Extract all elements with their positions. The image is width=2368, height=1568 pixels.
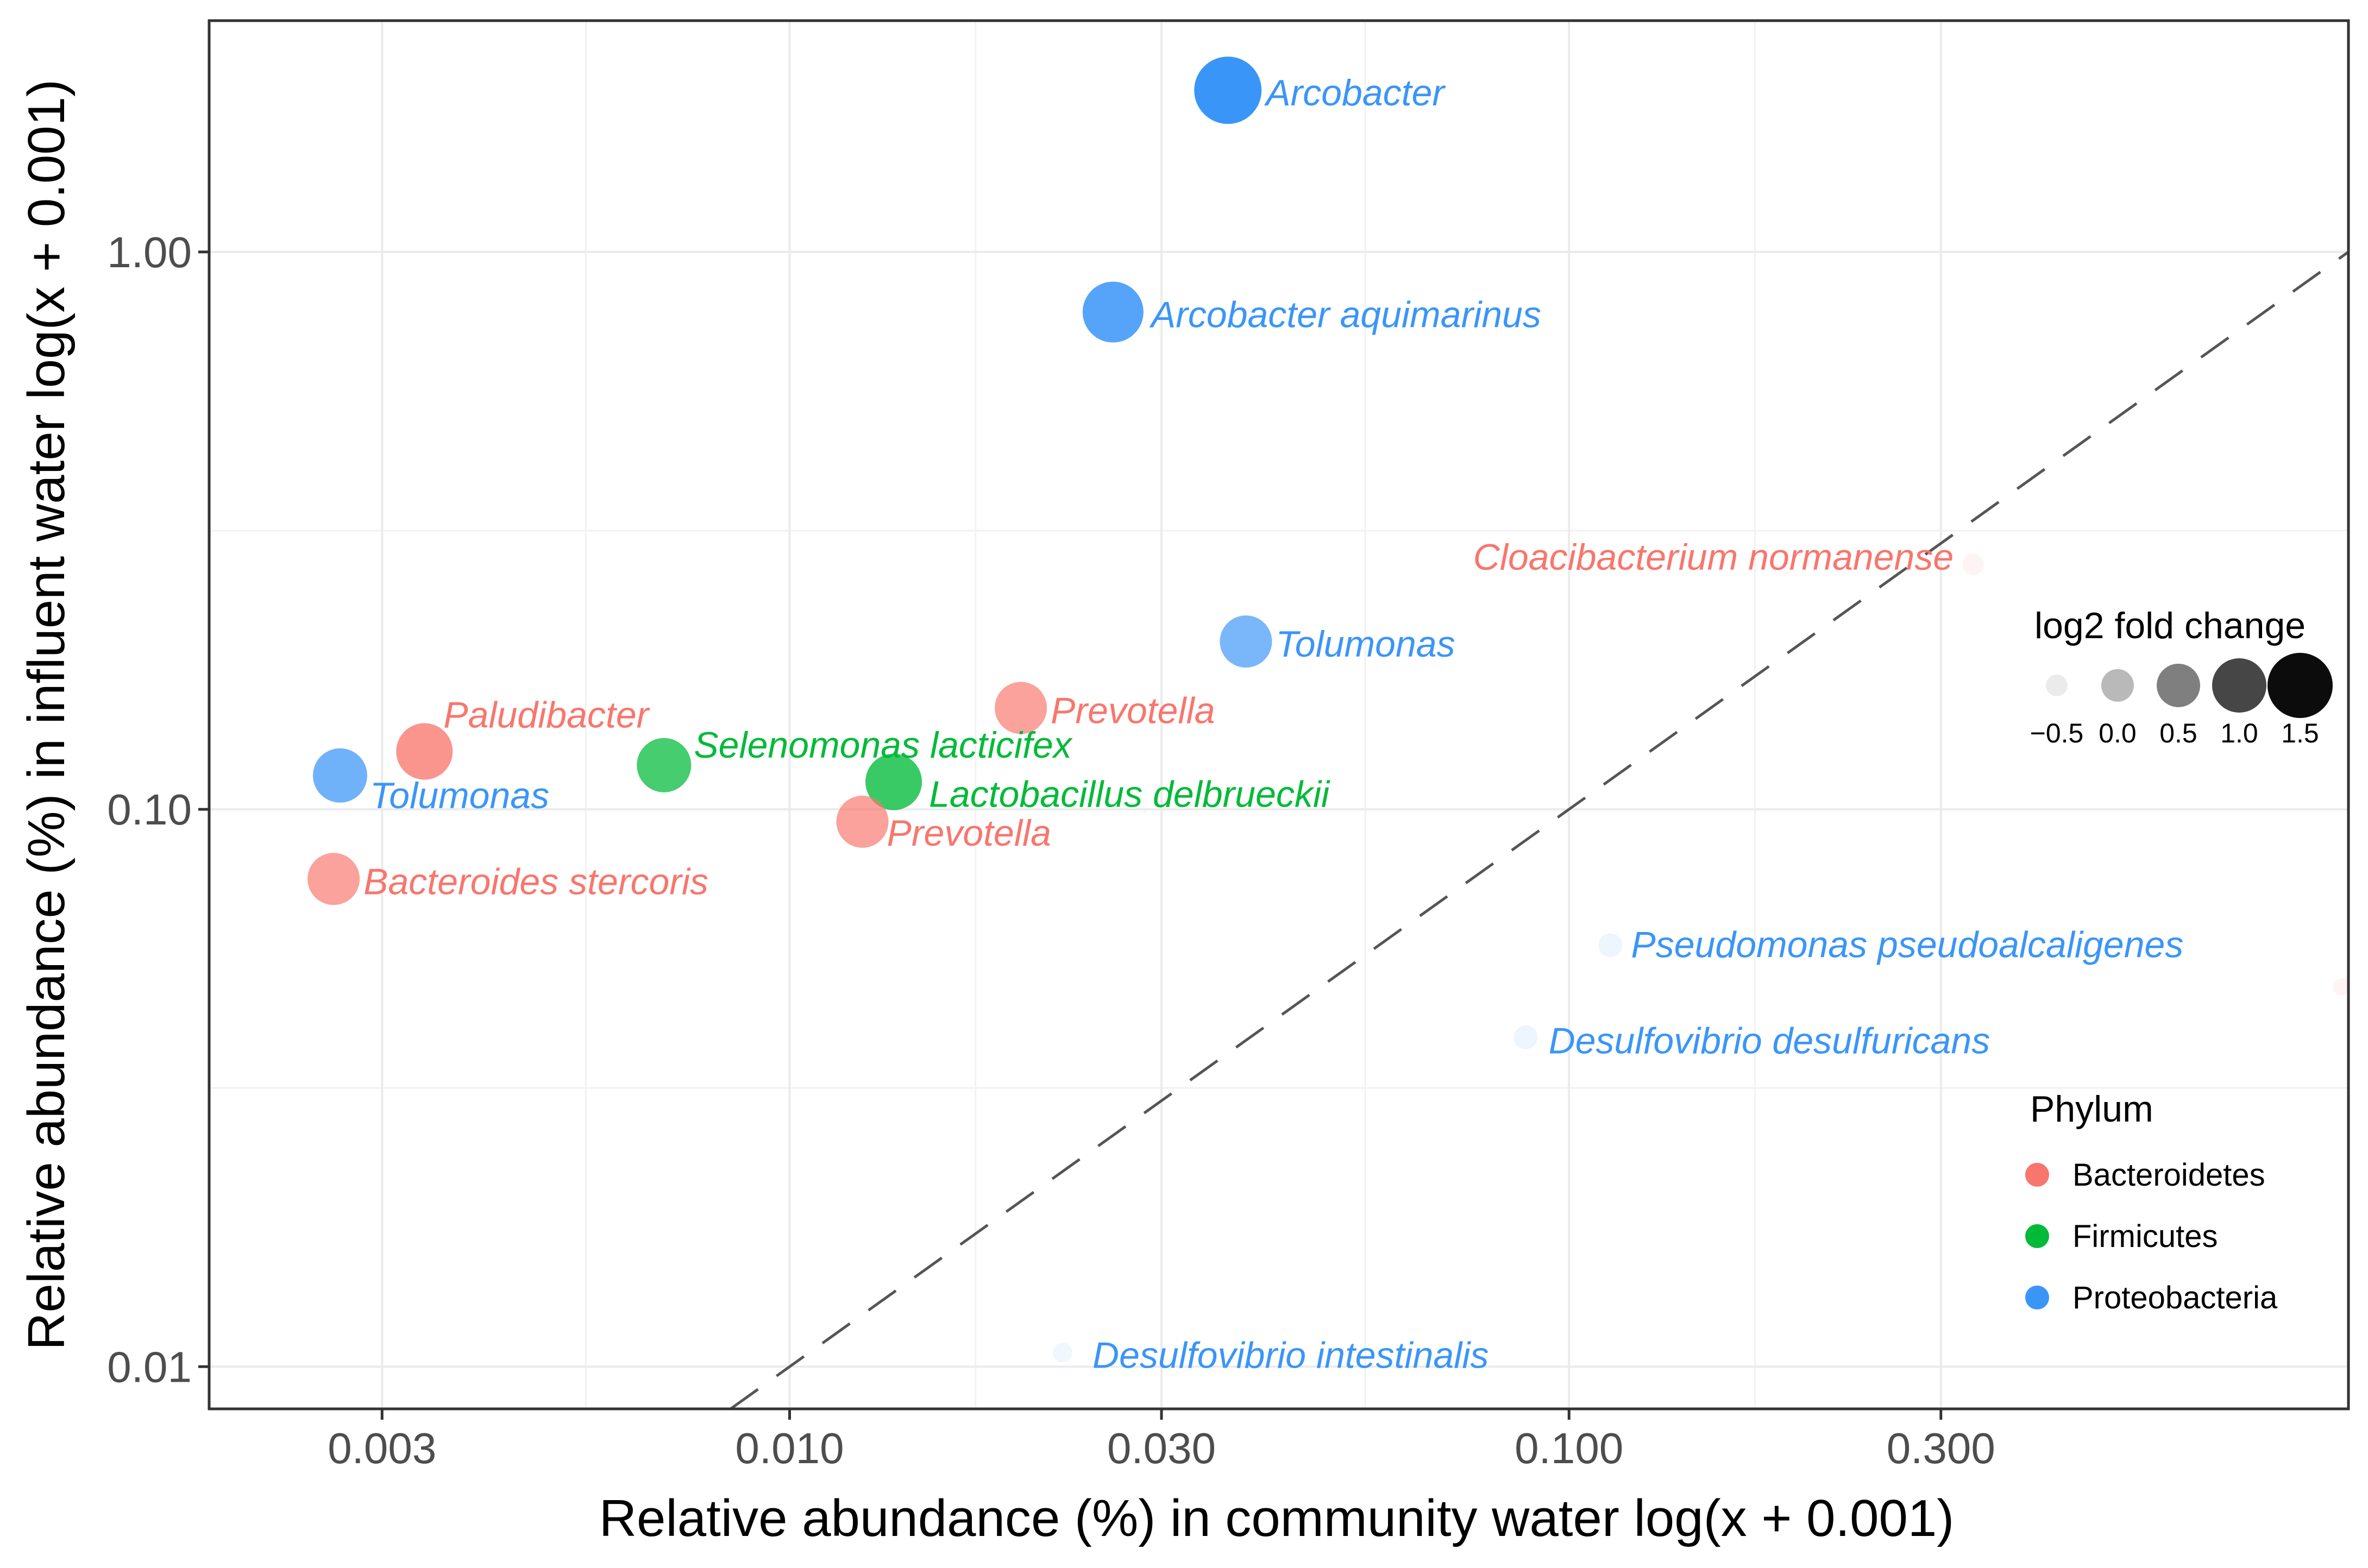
color-legend: Phylum Bacteroidetes Firmicutes Proteobact… — [2025, 1088, 2278, 1315]
point-label: Arcobacter aquimarinus — [1149, 294, 1541, 336]
data-point — [1053, 1343, 1073, 1363]
color-legend-key — [2025, 1286, 2049, 1309]
point-label: Arcobacter — [1264, 72, 1446, 114]
data-point — [1962, 553, 1984, 576]
size-legend-key — [2046, 675, 2068, 696]
size-legend-key — [2212, 658, 2266, 713]
x-tick-label: 0.030 — [1107, 1424, 1216, 1472]
data-point — [307, 853, 360, 905]
data-point — [312, 748, 367, 803]
point-labels: Arcobacter Arcobacter aquimarinus Cloaciba… — [363, 72, 2183, 1376]
point-label: Prevotella — [1051, 690, 1215, 731]
point-label: Selenomonas lacticifex — [694, 725, 1072, 766]
data-point — [637, 738, 692, 792]
size-legend-key — [2267, 653, 2333, 718]
size-legend-label: −0.5 — [2030, 718, 2084, 748]
identity-line — [730, 250, 2350, 1410]
data-point — [865, 753, 922, 810]
color-legend-key — [2025, 1163, 2049, 1187]
x-tick-label: 0.300 — [1887, 1424, 1995, 1472]
data-point — [396, 723, 453, 780]
size-legend-title: log2 fold change — [2034, 605, 2306, 646]
y-tick-label: 0.01 — [107, 1343, 192, 1391]
point-label: Desulfovibrio intestinalis — [1092, 1334, 1488, 1376]
x-tick-label: 0.003 — [328, 1424, 436, 1472]
color-legend-label: Proteobacteria — [2072, 1280, 2278, 1315]
size-legend-label: 1.5 — [2281, 718, 2319, 748]
identity-reference-line — [730, 250, 2350, 1410]
x-tick-label: 0.010 — [735, 1424, 844, 1472]
data-point — [1513, 1025, 1538, 1049]
point-label: Paludibacter — [443, 695, 650, 736]
data-point — [2333, 978, 2351, 996]
data-point — [995, 682, 1047, 734]
y-axis-ticks: 0.01 0.10 1.00 — [107, 228, 209, 1391]
plot-panel-border — [208, 19, 2350, 1410]
size-legend: log2 fold change −0.5 0.0 0.5 1.0 1.5 — [2030, 605, 2333, 748]
data-point — [1220, 615, 1272, 668]
size-legend-key — [2157, 664, 2200, 707]
x-axis-ticks: 0.003 0.010 0.030 0.100 0.300 — [328, 1409, 1995, 1472]
point-label: Bacteroides stercoris — [363, 861, 708, 902]
data-point — [1082, 281, 1144, 343]
grid — [209, 21, 2348, 1409]
point-label: Lactobacillus delbrueckii — [929, 774, 1330, 815]
color-legend-key — [2025, 1224, 2049, 1248]
y-tick-label: 1.00 — [107, 228, 192, 276]
x-axis-title: Relative abundance (%) in community wate… — [599, 1489, 1955, 1547]
color-legend-label: Bacteroidetes — [2072, 1157, 2265, 1193]
x-tick-label: 0.100 — [1515, 1424, 1623, 1472]
point-label: Tolumonas — [370, 775, 549, 816]
color-legend-title: Phylum — [2030, 1088, 2153, 1130]
point-label: Desulfovibrio desulfuricans — [1549, 1021, 1990, 1062]
data-point — [1194, 56, 1262, 124]
data-point — [1598, 933, 1623, 958]
y-tick-label: 0.10 — [107, 785, 192, 834]
y-axis-title: Relative abundance (%) in influent water… — [17, 79, 76, 1350]
point-label: Prevotella — [887, 813, 1051, 854]
point-label: Pseudomonas pseudoalcaligenes — [1631, 924, 2183, 966]
size-legend-label: 0.0 — [2099, 718, 2137, 748]
color-legend-label: Firmicutes — [2072, 1219, 2218, 1254]
data-points — [307, 56, 2351, 1363]
size-legend-label: 0.5 — [2159, 718, 2197, 748]
size-legend-key — [2101, 669, 2134, 702]
size-legend-label: 1.0 — [2220, 718, 2258, 748]
point-label: Cloacibacterium normanense — [1473, 537, 1954, 578]
point-label: Tolumonas — [1276, 624, 1455, 665]
data-point — [836, 795, 889, 848]
